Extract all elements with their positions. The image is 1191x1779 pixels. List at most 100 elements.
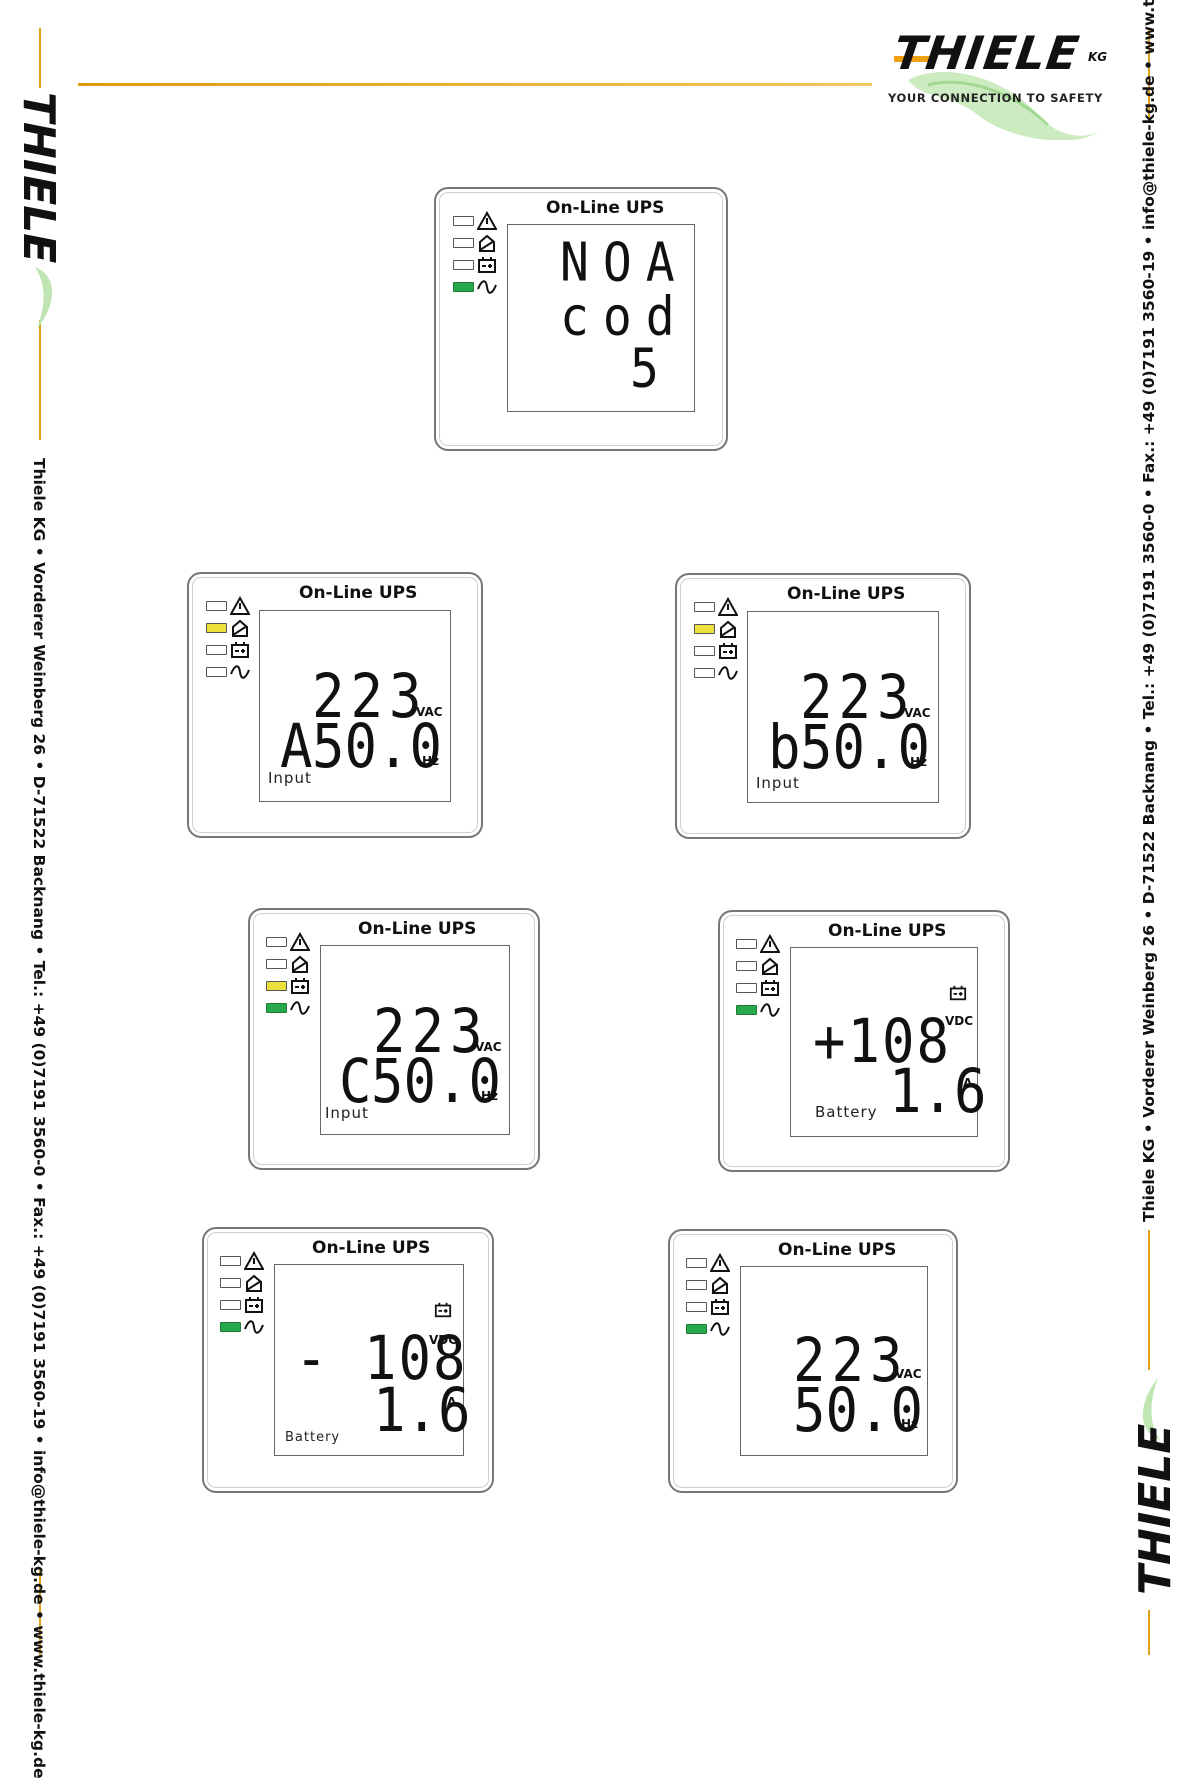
battery-icon: [231, 642, 249, 658]
panel-title: On-Line UPS: [778, 1240, 897, 1260]
company-logo: THIELE KG YOUR CONNECTION TO SAFETY: [888, 20, 1118, 140]
lcd-value-frequency: 50.0: [312, 711, 443, 782]
contact-line-left: Thiele KG • Vorderer Weinberg 26 • D-715…: [30, 458, 48, 1779]
ups-display-panel: On-Line UPS 223 VAC C 50.0 Hz Input: [248, 908, 540, 1170]
left-border-line: [39, 28, 41, 88]
bypass-icon: [246, 1274, 262, 1292]
lcd-unit-voltage: VAC: [416, 705, 443, 719]
lcd-phase-letter: b: [768, 712, 807, 783]
sine-wave-icon: [244, 1320, 264, 1334]
battery-icon: [719, 643, 737, 659]
logo-tagline: YOUR CONNECTION TO SAFETY: [888, 91, 1103, 105]
lcd-battery-icon: [949, 985, 967, 1001]
warning-icon: [244, 1251, 264, 1270]
contact-line-right: Thiele KG • Vorderer Weinberg 26 • D-715…: [1140, 0, 1158, 1222]
lcd-value-frequency: 50.0: [371, 1046, 502, 1117]
battery-icon: [711, 1299, 729, 1315]
lcd-mode-label: Input: [325, 1104, 369, 1122]
bypass-icon: [479, 234, 495, 252]
lcd-unit-voltage: VAC: [475, 1040, 502, 1054]
lcd-unit-voltage: VAC: [895, 1367, 922, 1381]
lcd-mode-label: Battery: [285, 1430, 341, 1445]
left-border-line: [39, 320, 41, 440]
right-border-line: [1148, 28, 1150, 118]
warning-icon: [290, 932, 310, 951]
lcd-value-voltage: 223: [800, 662, 916, 733]
lcd-screen: 223 VAC C 50.0 Hz Input: [320, 945, 510, 1135]
left-border-line: [39, 1570, 41, 1655]
lcd-phase-letter: C: [339, 1046, 378, 1117]
panel-title: On-Line UPS: [546, 198, 665, 218]
lcd-screen: 223 VAC 50.0 Hz: [740, 1266, 928, 1456]
header-rule: [78, 83, 872, 86]
right-border-line: [1148, 1230, 1150, 1370]
bypass-icon: [232, 619, 248, 637]
lcd-screen: 223 VAC A 50.0 Hz Input: [259, 610, 451, 802]
lcd-unit-voltage: VDC: [945, 1014, 974, 1028]
lcd-line-2: cod: [560, 285, 689, 348]
lcd-line-3: 5: [630, 337, 673, 400]
lcd-unit-frequency: Hz: [422, 754, 440, 768]
lcd-unit-frequency: Hz: [481, 1089, 499, 1103]
logo-suffix: KG: [1088, 50, 1108, 64]
sine-wave-icon: [760, 1003, 780, 1017]
warning-icon: [710, 1253, 730, 1272]
battery-icon: [761, 980, 779, 996]
side-logo-right: THIELE: [1130, 1370, 1181, 1610]
lcd-value-voltage: 223: [793, 1325, 909, 1396]
ups-display-panel: On-Line UPS 223 VAC b 50.0 Hz Input: [675, 573, 971, 839]
warning-icon: [477, 211, 497, 230]
sine-wave-icon: [718, 666, 738, 680]
lcd-phase-letter: A: [280, 711, 319, 782]
ups-display-panel: On-Line UPS NOA cod 5: [434, 187, 728, 451]
ups-display-panel: On-Line UPS +108 VDC 1.6 A Battery: [718, 910, 1010, 1172]
lcd-screen: 223 VAC b 50.0 Hz Input: [747, 611, 939, 803]
side-logo-left: THIELE: [13, 92, 64, 332]
sine-wave-icon: [710, 1322, 730, 1336]
lcd-unit-current: A: [447, 1395, 457, 1409]
lcd-value-voltage: - 108: [295, 1323, 468, 1394]
sine-wave-icon: [477, 280, 497, 294]
swoosh-icon: [35, 267, 53, 329]
lcd-unit-current: A: [963, 1076, 973, 1090]
bypass-icon: [712, 1276, 728, 1294]
battery-icon: [291, 978, 309, 994]
ups-display-panel: On-Line UPS - 108 VDC 1.6 A Battery: [202, 1227, 494, 1493]
lcd-value-voltage: 223: [312, 661, 428, 732]
lcd-unit-voltage: VDC: [429, 1333, 458, 1347]
right-border-line: [1148, 1610, 1150, 1655]
battery-icon: [478, 257, 496, 273]
warning-icon: [718, 597, 738, 616]
lcd-screen: +108 VDC 1.6 A Battery: [790, 947, 987, 1137]
lcd-line-1: NOA: [560, 231, 689, 294]
panel-title: On-Line UPS: [787, 584, 906, 604]
ups-display-panel: On-Line UPS 223 VAC A 50.0 Hz Input: [187, 572, 483, 838]
lcd-value-current: 1.6: [373, 1375, 471, 1446]
lcd-value-voltage: 223: [373, 996, 489, 1067]
swoosh-icon: [908, 72, 1100, 140]
lcd-value-current: 1.6: [889, 1056, 987, 1127]
warning-icon: [760, 934, 780, 953]
lcd-value-voltage: +108: [813, 1006, 952, 1077]
bypass-icon: [762, 957, 778, 975]
panel-title: On-Line UPS: [358, 919, 477, 939]
panel-title: On-Line UPS: [312, 1238, 431, 1258]
lcd-unit-frequency: Hz: [901, 1417, 919, 1431]
lcd-screen: NOA cod 5: [507, 224, 695, 412]
logo-wordmark: THIELE: [890, 26, 1083, 80]
ups-display-panel: On-Line UPS 223 VAC 50.0 Hz: [668, 1229, 958, 1493]
lcd-mode-label: Input: [756, 774, 800, 792]
lcd-value-frequency: 50.0: [800, 712, 931, 783]
lcd-battery-icon: [434, 1302, 452, 1318]
lcd-value-frequency: 50.0: [793, 1375, 924, 1446]
bypass-icon: [292, 955, 308, 973]
lcd-unit-frequency: Hz: [910, 755, 928, 769]
swoosh-icon: [1142, 1378, 1160, 1440]
bypass-icon: [720, 620, 736, 638]
battery-icon: [245, 1297, 263, 1313]
panel-title: On-Line UPS: [299, 583, 418, 603]
warning-icon: [230, 596, 250, 615]
lcd-mode-label: Input: [268, 769, 312, 787]
lcd-screen: - 108 VDC 1.6 A Battery: [274, 1264, 471, 1456]
sine-wave-icon: [290, 1001, 310, 1015]
